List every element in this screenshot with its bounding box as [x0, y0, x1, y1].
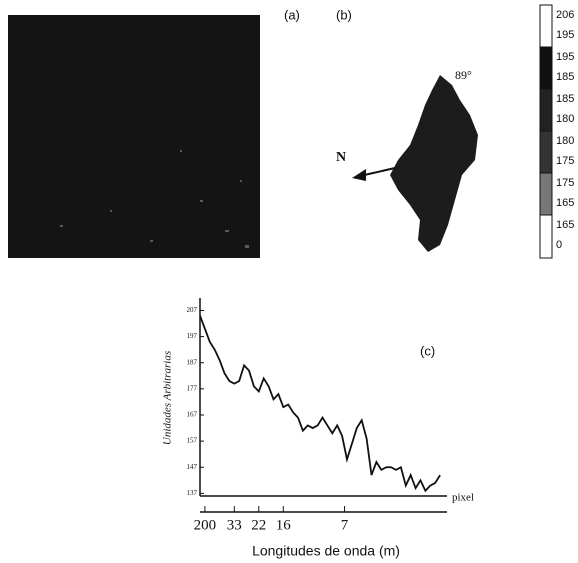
colorbar-label: 165	[556, 197, 574, 209]
colorbar	[539, 4, 553, 259]
panel-label: (c)	[420, 343, 435, 358]
colorbar-label: 195	[556, 29, 574, 41]
y-tick-label: 167	[187, 411, 198, 419]
x-tick-label: 22	[251, 517, 266, 533]
x-axis-label: Longitudes de onda (m)	[252, 543, 400, 559]
north-label: N	[336, 150, 346, 165]
y-axis-label: Unidades Arbitrarias	[162, 351, 174, 445]
panel-label: (a)	[284, 7, 300, 22]
colorbar-label: 175	[556, 155, 574, 167]
y-tick-label: 187	[187, 358, 198, 366]
y-tick-label: 147	[187, 463, 198, 471]
colorbar-label: 180	[556, 135, 574, 147]
x-tick-label: 200	[194, 517, 217, 533]
colorbar-label: 185	[556, 93, 574, 105]
y-tick-label: 137	[187, 489, 198, 497]
colorbar-label: 206	[556, 9, 574, 21]
colorbar-label: 0	[556, 239, 562, 251]
y-tick-label: 157	[187, 437, 198, 445]
colorbar-label: 195	[556, 51, 574, 63]
image-a	[8, 15, 260, 258]
panel-label: (b)	[336, 7, 352, 22]
colorbar-label: 175	[556, 177, 574, 189]
y-tick-label: 177	[187, 384, 198, 392]
colorbar-label: 165	[556, 219, 574, 231]
data-line	[199, 315, 441, 493]
y-tick-label: 207	[187, 306, 198, 314]
x-unit-label: pixel	[452, 492, 474, 504]
x-tick-label: 16	[276, 517, 292, 533]
x-tick-label: 33	[227, 517, 242, 533]
image-a-speckle	[60, 150, 249, 248]
colorbar-label: 185	[556, 71, 574, 83]
image-b-blob	[390, 75, 478, 252]
angle-label: 89°	[455, 68, 472, 82]
y-tick-label: 197	[187, 332, 198, 340]
colorbar-label: 180	[556, 113, 574, 125]
north-arrowhead	[352, 169, 366, 181]
x-tick-label: 7	[341, 517, 349, 533]
